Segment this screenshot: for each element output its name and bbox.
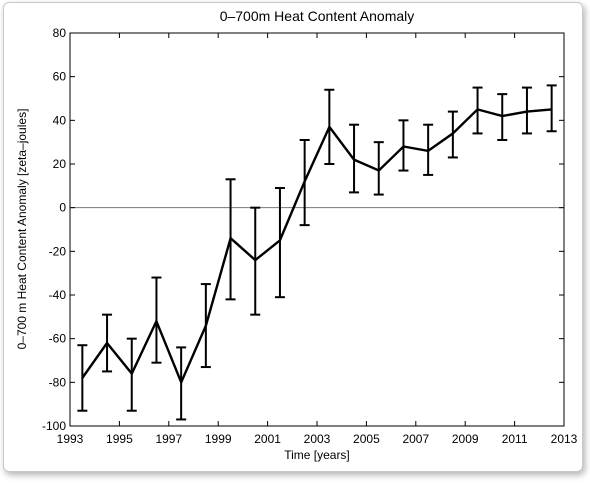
x-tick-label: 1999 [205,432,232,446]
x-tick-label: 2007 [402,432,429,446]
y-axis: -100 -80 -60 -40 -20 0 20 40 60 80 [42,26,564,433]
x-tick-label: 2003 [304,432,331,446]
x-tick-label: 2009 [452,432,479,446]
y-tick-label: 60 [53,70,67,84]
x-axis: 1993 1995 1997 1999 2001 2003 2005 2007 2009 2011… [57,33,578,446]
x-tick-label: 1997 [155,432,182,446]
x-tick-label: 2005 [353,432,380,446]
x-tick-label: 1995 [106,432,133,446]
y-tick-label: 40 [53,113,67,127]
x-axis-label: Time [years] [284,448,350,462]
x-tick-label: 1993 [57,432,84,446]
x-tick-label: 2011 [502,432,528,446]
y-tick-label: -60 [49,332,67,346]
y-axis-label: 0–700 m Heat Content Anomaly [zeta–joule… [15,109,29,350]
chart-title: 0–700m Heat Content Anomaly [220,8,415,24]
y-tick-label: 20 [53,157,67,171]
y-tick-label: -100 [42,419,66,433]
y-tick-label: -80 [49,375,67,389]
error-bars [77,84,557,421]
chart-frame [3,2,583,472]
x-tick-label: 2013 [551,432,578,446]
x-tick-label: 2001 [254,432,281,446]
y-tick-label: 0 [59,201,66,215]
y-tick-label: 80 [53,26,67,40]
plot-area [69,32,565,427]
y-tick-label: -20 [49,244,67,258]
y-tick-label: -40 [49,288,67,302]
series-line [81,108,552,386]
